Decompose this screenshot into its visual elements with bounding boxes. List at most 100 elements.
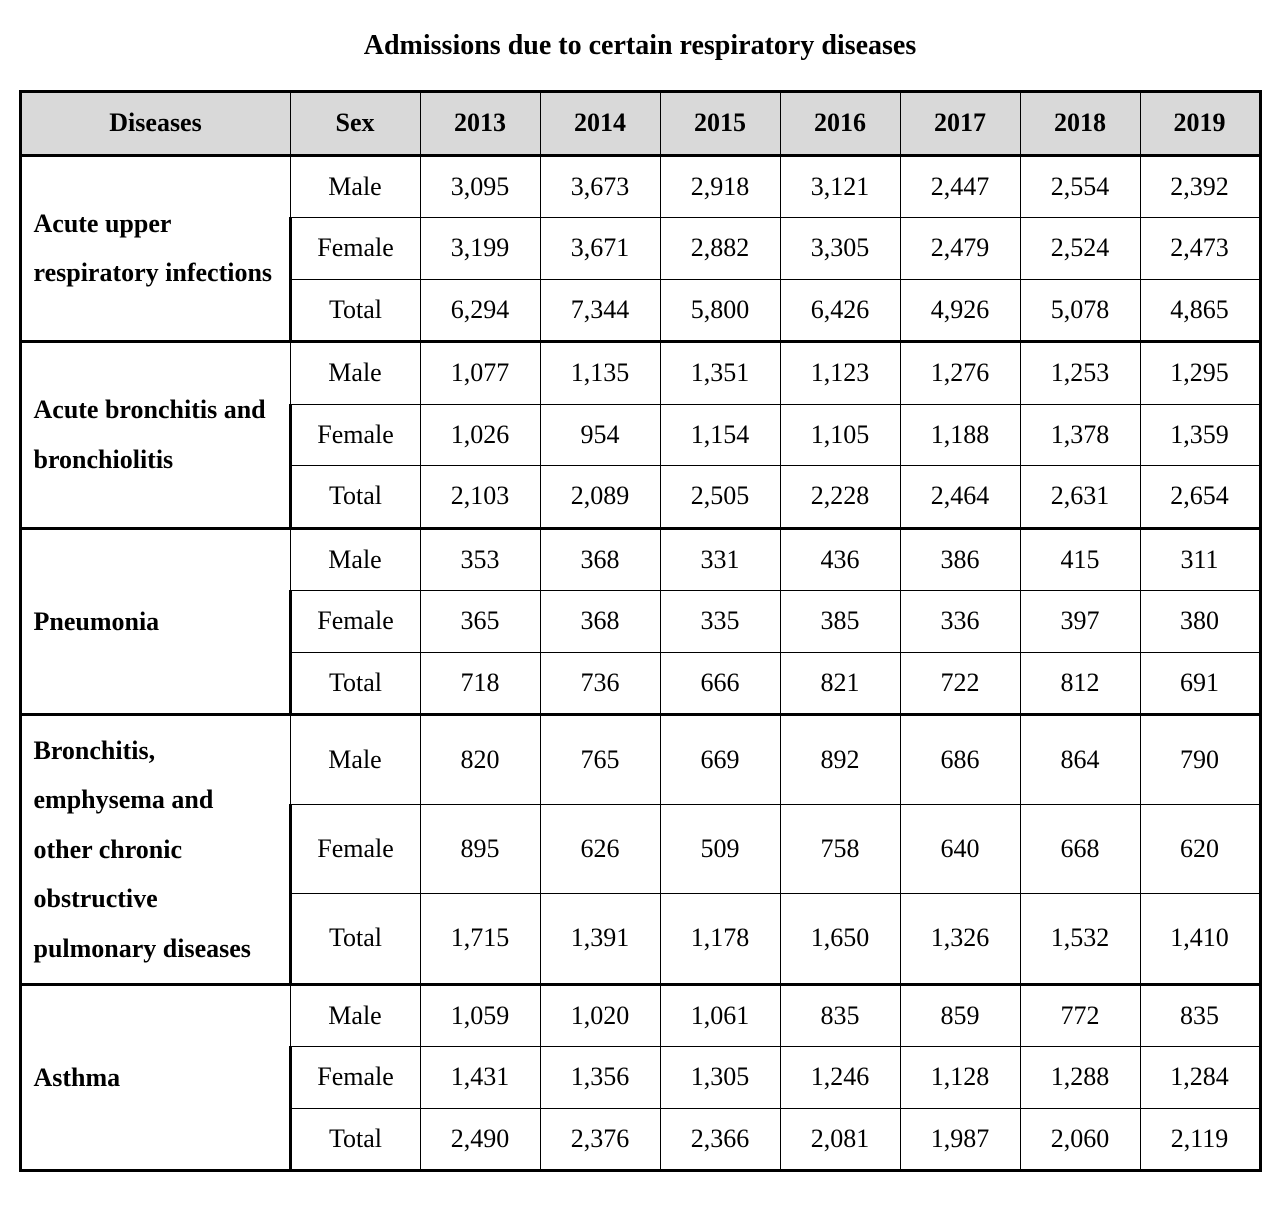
disease-cell: Acute upper respiratory infections <box>20 155 290 342</box>
value-cell: 2,392 <box>1140 155 1260 218</box>
value-cell: 436 <box>780 528 900 591</box>
value-cell: 718 <box>420 652 540 715</box>
value-cell: 2,228 <box>780 466 900 529</box>
sex-cell: Female <box>290 218 420 280</box>
value-cell: 2,524 <box>1020 218 1140 280</box>
value-cell: 666 <box>660 652 780 715</box>
table-row: PneumoniaMale353368331436386415311 <box>20 528 1260 591</box>
sex-cell: Female <box>290 1047 420 1109</box>
value-cell: 812 <box>1020 652 1140 715</box>
value-cell: 1,431 <box>420 1047 540 1109</box>
col-header-year: 2014 <box>540 92 660 156</box>
value-cell: 1,715 <box>420 894 540 984</box>
value-cell: 1,276 <box>900 342 1020 405</box>
value-cell: 1,351 <box>660 342 780 405</box>
value-cell: 1,253 <box>1020 342 1140 405</box>
value-cell: 2,103 <box>420 466 540 529</box>
value-cell: 835 <box>780 984 900 1047</box>
value-cell: 2,081 <box>780 1108 900 1171</box>
value-cell: 1,305 <box>660 1047 780 1109</box>
table-row: Bronchitis, emphysema and other chronic … <box>20 715 1260 805</box>
value-cell: 397 <box>1020 591 1140 653</box>
value-cell: 1,020 <box>540 984 660 1047</box>
value-cell: 415 <box>1020 528 1140 591</box>
value-cell: 365 <box>420 591 540 653</box>
sex-cell: Female <box>290 805 420 894</box>
value-cell: 311 <box>1140 528 1260 591</box>
value-cell: 1,135 <box>540 342 660 405</box>
value-cell: 1,356 <box>540 1047 660 1109</box>
value-cell: 2,473 <box>1140 218 1260 280</box>
disease-cell: Acute bronchitis and bronchiolitis <box>20 342 290 529</box>
sex-cell: Female <box>290 591 420 653</box>
value-cell: 335 <box>660 591 780 653</box>
value-cell: 1,105 <box>780 404 900 466</box>
value-cell: 1,391 <box>540 894 660 984</box>
value-cell: 1,154 <box>660 404 780 466</box>
value-cell: 2,089 <box>540 466 660 529</box>
disease-cell: Pneumonia <box>20 528 290 715</box>
col-header-diseases: Diseases <box>20 92 290 156</box>
disease-cell: Bronchitis, emphysema and other chronic … <box>20 715 290 985</box>
value-cell: 1,059 <box>420 984 540 1047</box>
value-cell: 2,464 <box>900 466 1020 529</box>
sex-cell: Male <box>290 984 420 1047</box>
value-cell: 368 <box>540 528 660 591</box>
value-cell: 895 <box>420 805 540 894</box>
sex-cell: Male <box>290 342 420 405</box>
value-cell: 1,178 <box>660 894 780 984</box>
sex-cell: Total <box>290 466 420 529</box>
value-cell: 1,246 <box>780 1047 900 1109</box>
value-cell: 3,199 <box>420 218 540 280</box>
value-cell: 2,119 <box>1140 1108 1260 1171</box>
value-cell: 736 <box>540 652 660 715</box>
value-cell: 2,479 <box>900 218 1020 280</box>
value-cell: 2,447 <box>900 155 1020 218</box>
value-cell: 686 <box>900 715 1020 805</box>
value-cell: 640 <box>900 805 1020 894</box>
admissions-table: Diseases Sex 2013 2014 2015 2016 2017 20… <box>19 90 1262 1172</box>
value-cell: 790 <box>1140 715 1260 805</box>
value-cell: 6,426 <box>780 279 900 342</box>
value-cell: 1,284 <box>1140 1047 1260 1109</box>
value-cell: 3,121 <box>780 155 900 218</box>
value-cell: 835 <box>1140 984 1260 1047</box>
value-cell: 1,378 <box>1020 404 1140 466</box>
value-cell: 1,188 <box>900 404 1020 466</box>
disease-cell: Asthma <box>20 984 290 1171</box>
col-header-year: 2018 <box>1020 92 1140 156</box>
value-cell: 1,295 <box>1140 342 1260 405</box>
col-header-year: 2017 <box>900 92 1020 156</box>
table-header-row: Diseases Sex 2013 2014 2015 2016 2017 20… <box>20 92 1260 156</box>
col-header-year: 2013 <box>420 92 540 156</box>
value-cell: 385 <box>780 591 900 653</box>
value-cell: 1,026 <box>420 404 540 466</box>
value-cell: 2,376 <box>540 1108 660 1171</box>
value-cell: 331 <box>660 528 780 591</box>
table-row: Acute bronchitis and bronchiolitisMale1,… <box>20 342 1260 405</box>
value-cell: 1,987 <box>900 1108 1020 1171</box>
table-row: AsthmaMale1,0591,0201,061835859772835 <box>20 984 1260 1047</box>
value-cell: 864 <box>1020 715 1140 805</box>
value-cell: 758 <box>780 805 900 894</box>
value-cell: 1,123 <box>780 342 900 405</box>
value-cell: 353 <box>420 528 540 591</box>
value-cell: 1,077 <box>420 342 540 405</box>
value-cell: 7,344 <box>540 279 660 342</box>
value-cell: 859 <box>900 984 1020 1047</box>
sex-cell: Total <box>290 652 420 715</box>
sex-cell: Male <box>290 528 420 591</box>
value-cell: 626 <box>540 805 660 894</box>
sex-cell: Male <box>290 715 420 805</box>
value-cell: 5,800 <box>660 279 780 342</box>
value-cell: 1,288 <box>1020 1047 1140 1109</box>
table-body: Acute upper respiratory infectionsMale3,… <box>20 155 1260 1171</box>
value-cell: 2,554 <box>1020 155 1140 218</box>
value-cell: 4,865 <box>1140 279 1260 342</box>
value-cell: 1,326 <box>900 894 1020 984</box>
value-cell: 1,410 <box>1140 894 1260 984</box>
value-cell: 765 <box>540 715 660 805</box>
value-cell: 1,359 <box>1140 404 1260 466</box>
value-cell: 386 <box>900 528 1020 591</box>
col-header-sex: Sex <box>290 92 420 156</box>
